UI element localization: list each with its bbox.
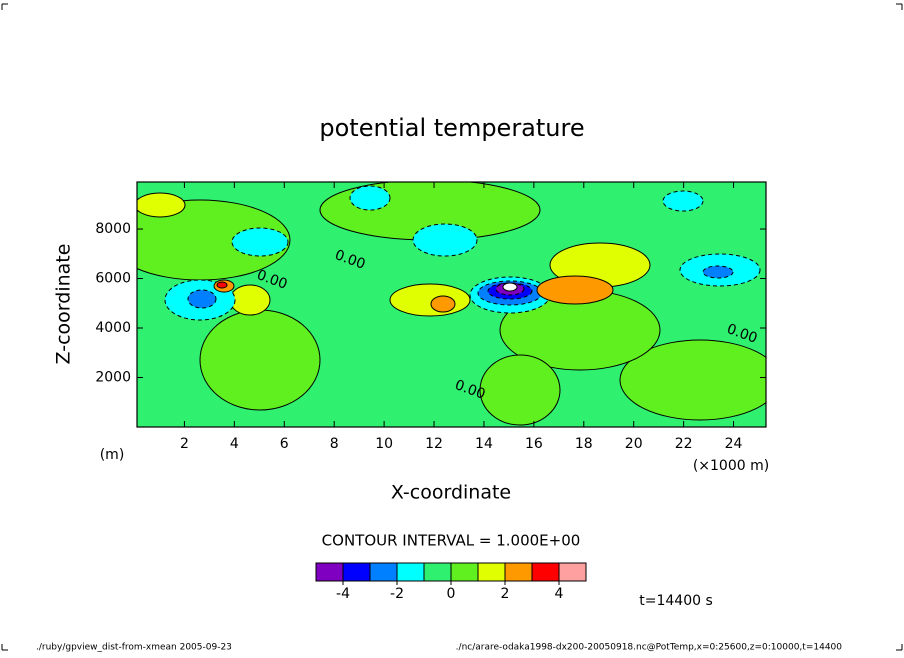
colorbar-box (558, 562, 587, 582)
contour-region (502, 282, 518, 292)
contour-field: 0.000.000.000.00 (137, 182, 766, 427)
footer-right: ./nc/arare-odaka1998-dx200-20050918.nc@P… (456, 643, 843, 653)
contour-region (349, 185, 391, 211)
contour-region (389, 283, 471, 317)
contour-region (430, 295, 456, 313)
colorbar-tick-label: 2 (501, 586, 510, 602)
contour-region (412, 223, 478, 257)
x-tick-label: 10 (375, 436, 393, 452)
colorbar-box (315, 562, 344, 582)
contour-region (216, 281, 228, 289)
x-axis-label: X-coordinate (391, 482, 511, 504)
x-tick-label: 6 (280, 436, 289, 452)
x-tick-label: 8 (330, 436, 339, 452)
colorbar-tick-label: -2 (390, 586, 404, 602)
contour-region (229, 284, 271, 316)
colorbar-tick-label: -4 (336, 586, 350, 602)
contour-region (187, 289, 217, 309)
x-tick-label: 14 (475, 436, 493, 452)
time-label: t=14400 s (639, 593, 713, 609)
colorbar-tick-label: 4 (555, 586, 564, 602)
colorbar-box (423, 562, 452, 582)
colorbar-box (504, 562, 533, 582)
contour-region (137, 192, 186, 218)
colorbar-box (531, 562, 560, 582)
x-tick-label: 16 (525, 436, 543, 452)
x-tick-label: 24 (725, 436, 743, 452)
contour-interval: CONTOUR INTERVAL = 1.000E+00 (322, 532, 581, 550)
colorbar-tick-label: 0 (447, 586, 456, 602)
contour-region (619, 339, 766, 421)
y-axis-label: Z-coordinate (53, 244, 75, 365)
y-unit: (m) (100, 447, 125, 463)
colorbar-box (477, 562, 506, 582)
x-tick-label: 4 (230, 436, 239, 452)
y-tick-label: 4000 (95, 320, 131, 336)
x-tick-label: 20 (625, 436, 643, 452)
footer-left: ./ruby/gpview_dist-from-xmean 2005-09-23 (36, 643, 232, 653)
x-unit: (×1000 m) (693, 458, 769, 474)
x-tick-label: 18 (575, 436, 593, 452)
colorbar-box (342, 562, 371, 582)
y-tick-label: 6000 (95, 271, 131, 287)
y-tick-label: 2000 (95, 370, 131, 386)
contour-region (479, 354, 561, 426)
colorbar-box (369, 562, 398, 582)
corner-marks (1, 3, 903, 651)
contour-region (662, 190, 704, 212)
y-tick-label: 8000 (95, 221, 131, 237)
contour-region (199, 309, 321, 411)
x-tick-label: 22 (675, 436, 693, 452)
colorbar-box (450, 562, 479, 582)
colorbar-box (396, 562, 425, 582)
contour-region (231, 227, 289, 257)
chart-title: potential temperature (319, 114, 584, 142)
plot-frame (136, 181, 767, 428)
contour-region (536, 275, 614, 305)
x-tick-label: 12 (425, 436, 443, 452)
x-tick-label: 2 (180, 436, 189, 452)
contour-region (702, 265, 734, 279)
